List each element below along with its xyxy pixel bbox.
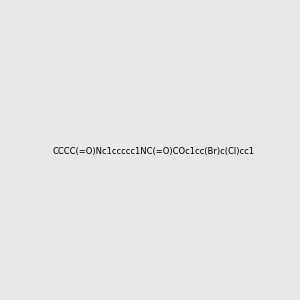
Text: CCCC(=O)Nc1ccccc1NC(=O)COc1cc(Br)c(Cl)cc1: CCCC(=O)Nc1ccccc1NC(=O)COc1cc(Br)c(Cl)cc… xyxy=(53,147,255,156)
